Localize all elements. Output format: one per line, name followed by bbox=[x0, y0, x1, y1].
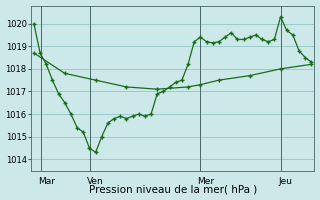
Text: Jeu: Jeu bbox=[279, 177, 293, 186]
X-axis label: Pression niveau de la mer( hPa ): Pression niveau de la mer( hPa ) bbox=[89, 184, 257, 194]
Text: Mar: Mar bbox=[38, 177, 55, 186]
Text: Ven: Ven bbox=[87, 177, 104, 186]
Text: Mer: Mer bbox=[197, 177, 214, 186]
